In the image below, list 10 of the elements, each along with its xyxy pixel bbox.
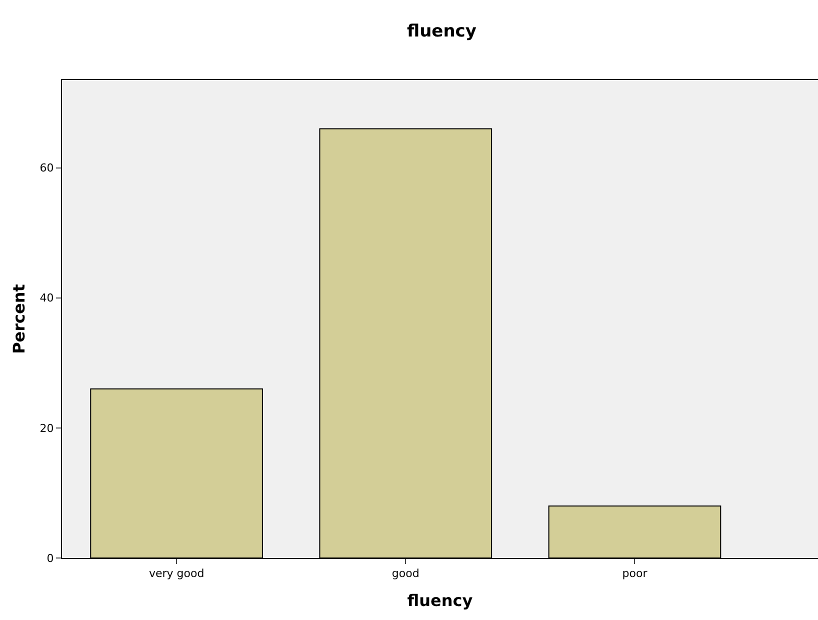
x-tick-label: very good <box>148 567 204 580</box>
y-tick-label: 40 <box>40 292 54 305</box>
chart-title: fluency <box>406 22 476 42</box>
x-tick-label: poor <box>622 567 648 580</box>
y-tick-label: 20 <box>40 422 54 435</box>
x-axis-title: fluency <box>407 590 474 610</box>
y-tick-label: 0 <box>46 552 54 565</box>
y-tick-label: 60 <box>40 162 54 175</box>
x-tick-label: good <box>392 567 420 580</box>
y-axis-title: Percent <box>10 284 29 354</box>
